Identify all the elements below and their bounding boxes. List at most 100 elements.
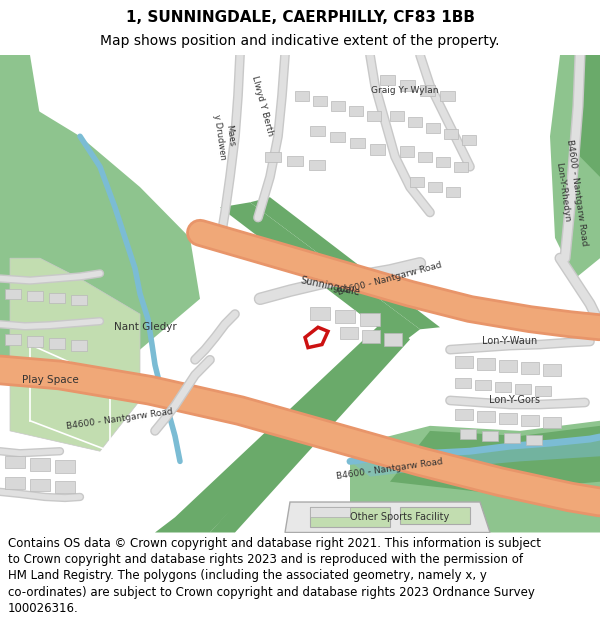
Bar <box>309 159 325 170</box>
Bar <box>420 86 435 96</box>
Bar <box>499 360 517 372</box>
Bar <box>310 307 330 320</box>
Bar <box>462 135 476 146</box>
Bar <box>418 151 432 162</box>
Bar <box>5 334 21 344</box>
Polygon shape <box>10 258 140 451</box>
Polygon shape <box>0 55 40 258</box>
Text: Graig Yr Wylan: Graig Yr Wylan <box>371 86 439 95</box>
Polygon shape <box>575 55 600 177</box>
Bar <box>455 356 473 368</box>
Bar <box>460 429 476 439</box>
Text: Sunningdale: Sunningdale <box>299 276 361 298</box>
Text: Other Sports Facility: Other Sports Facility <box>350 512 449 522</box>
Text: Llwyd Y Berth: Llwyd Y Berth <box>250 74 274 137</box>
Text: 1, SUNNINGDALE, CAERPHILLY, CF83 1BB: 1, SUNNINGDALE, CAERPHILLY, CF83 1BB <box>125 10 475 25</box>
Polygon shape <box>350 421 600 532</box>
Bar <box>440 91 455 101</box>
Bar <box>335 310 355 323</box>
Text: Play Space: Play Space <box>22 375 79 385</box>
Bar <box>475 380 491 390</box>
Text: Maes
y Drudwen: Maes y Drudwen <box>212 112 238 161</box>
Text: 100026316.: 100026316. <box>8 602 79 615</box>
Polygon shape <box>155 324 390 532</box>
Polygon shape <box>550 55 600 279</box>
Bar <box>400 146 414 157</box>
Bar <box>436 157 450 167</box>
Bar <box>446 187 460 198</box>
Bar <box>360 313 380 326</box>
Bar <box>55 481 75 493</box>
Bar <box>331 101 345 111</box>
Bar <box>362 331 380 342</box>
Text: B4600 - Nantgarw Road: B4600 - Nantgarw Road <box>565 138 589 246</box>
Bar <box>543 364 561 376</box>
Bar <box>384 333 402 346</box>
Polygon shape <box>210 324 410 532</box>
Polygon shape <box>310 507 390 528</box>
Polygon shape <box>250 198 440 329</box>
Bar <box>5 289 21 299</box>
Text: B4600 - Nantgarw Road: B4600 - Nantgarw Road <box>337 260 443 297</box>
Bar <box>287 156 303 166</box>
Bar <box>55 461 75 472</box>
Bar <box>313 96 327 106</box>
Bar <box>380 76 395 86</box>
Bar <box>454 162 468 172</box>
Polygon shape <box>350 437 600 477</box>
Polygon shape <box>220 202 420 344</box>
Bar <box>390 111 404 121</box>
Bar <box>30 458 50 471</box>
Polygon shape <box>285 502 490 532</box>
Bar <box>526 435 542 445</box>
Text: B4600 - Nantgarw Road: B4600 - Nantgarw Road <box>66 407 174 431</box>
Bar <box>370 144 385 154</box>
Bar <box>5 477 25 489</box>
Polygon shape <box>390 426 600 492</box>
Bar <box>408 117 422 127</box>
Bar <box>310 126 325 136</box>
Text: Lon-Y-Waun: Lon-Y-Waun <box>482 336 538 346</box>
Text: Map shows position and indicative extent of the property.: Map shows position and indicative extent… <box>100 34 500 48</box>
Text: Nant Gledyr: Nant Gledyr <box>113 322 176 332</box>
Bar <box>428 182 442 192</box>
Text: Lon-Y-Gors: Lon-Y-Gors <box>490 396 541 406</box>
Bar <box>340 328 358 339</box>
Text: to Crown copyright and database rights 2023 and is reproduced with the permissio: to Crown copyright and database rights 2… <box>8 553 523 566</box>
Polygon shape <box>0 106 200 380</box>
Bar <box>295 91 309 101</box>
Bar <box>30 479 50 491</box>
Bar <box>5 456 25 469</box>
Bar <box>521 362 539 374</box>
Bar <box>521 414 539 426</box>
Bar <box>350 138 365 149</box>
Polygon shape <box>310 507 350 518</box>
Text: Contains OS data © Crown copyright and database right 2021. This information is : Contains OS data © Crown copyright and d… <box>8 537 541 550</box>
Bar <box>499 412 517 424</box>
Bar <box>367 111 381 121</box>
Bar <box>71 295 87 305</box>
Bar <box>349 106 363 116</box>
Bar <box>504 433 520 443</box>
Bar <box>265 151 281 162</box>
Bar <box>27 291 43 301</box>
Bar <box>455 409 473 420</box>
Bar <box>49 339 65 349</box>
Text: HM Land Registry. The polygons (including the associated geometry, namely x, y: HM Land Registry. The polygons (includin… <box>8 569 487 582</box>
Bar <box>400 81 415 91</box>
Bar <box>444 129 458 139</box>
Bar <box>455 378 471 388</box>
Bar <box>477 357 495 370</box>
Bar <box>477 411 495 422</box>
Bar <box>495 382 511 392</box>
Bar <box>426 123 440 133</box>
Bar <box>482 431 498 441</box>
Bar <box>543 417 561 428</box>
Bar <box>410 177 424 187</box>
Text: co-ordinates) are subject to Crown copyright and database rights 2023 Ordnance S: co-ordinates) are subject to Crown copyr… <box>8 586 535 599</box>
Bar <box>27 336 43 347</box>
Text: Lon-Y-Rhedyn: Lon-Y-Rhedyn <box>554 162 572 222</box>
Polygon shape <box>400 507 470 524</box>
Bar <box>330 132 345 142</box>
Bar <box>535 386 551 396</box>
